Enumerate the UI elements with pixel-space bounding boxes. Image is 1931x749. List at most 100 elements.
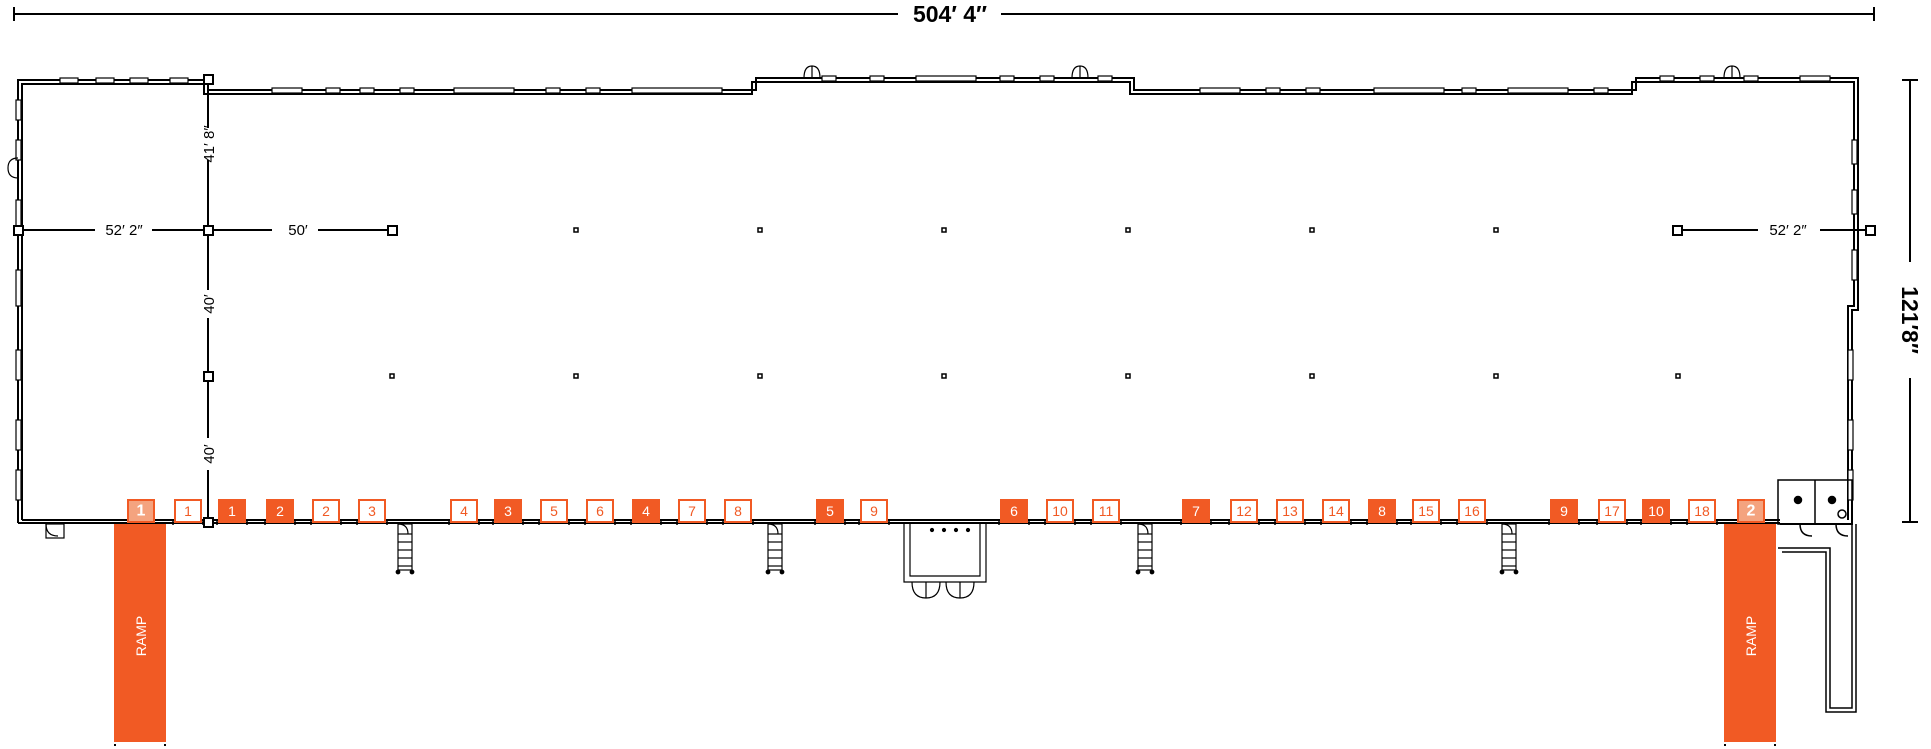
front-stairs	[395, 523, 1519, 575]
column-grid	[18, 80, 1870, 524]
stair-2	[765, 523, 785, 575]
dock-door-filled: 1	[216, 499, 248, 525]
bay-end-left-label: 52′ 2″	[105, 222, 143, 239]
dock-door-number: 6	[1010, 503, 1018, 519]
ramp-2-marker	[1737, 499, 1765, 523]
dock-door-jamb	[722, 520, 754, 525]
dock-door-jamb	[264, 520, 296, 525]
loading-doors: 1 1 2 2 3 4 3 5 6 4 7 8 5 9 6 10 11 7 12 13 14 8 15 16 9 17 10 18	[172, 499, 1718, 525]
dock-door-box	[450, 499, 478, 523]
dock-door-box	[1046, 499, 1074, 523]
dock-door-number: 3	[368, 503, 376, 519]
dock-door-number: 6	[596, 503, 604, 519]
dock-door-number: 3	[504, 503, 512, 519]
dock-door-outline: 15	[1410, 499, 1442, 525]
dock-door-outline: 7	[676, 499, 708, 525]
dock-door-box	[1688, 499, 1716, 523]
dock-door-box	[724, 499, 752, 523]
dock-door-jamb	[1044, 520, 1076, 525]
dock-door-jamb	[1548, 520, 1580, 525]
dock-door-outline: 5	[538, 499, 570, 525]
dock-door-filled: 10	[1640, 499, 1672, 525]
dock-door-jamb	[676, 520, 708, 525]
dock-door-box	[494, 499, 522, 523]
dock-door-box	[1230, 499, 1258, 523]
bay-end-right-label: 52′ 2″	[1769, 222, 1807, 239]
dock-door-number: 18	[1694, 503, 1710, 519]
dock-door-box	[266, 499, 294, 523]
front-entrance	[903, 524, 987, 599]
dock-door-number: 10	[1648, 503, 1664, 519]
top-doors	[803, 65, 1741, 79]
dock-door-jamb	[310, 520, 342, 525]
dock-door-number: 14	[1328, 503, 1344, 519]
dock-door-jamb	[630, 520, 662, 525]
dock-door-jamb	[216, 520, 248, 525]
dock-door-number: 4	[460, 503, 468, 519]
dock-door-number: 10	[1052, 503, 1068, 519]
dock-door-box	[860, 499, 888, 523]
dock-door-number: 8	[734, 503, 742, 519]
dock-door-box	[1642, 499, 1670, 523]
ramp-1-label: RAMP	[133, 616, 149, 656]
dock-door-filled: 2	[264, 499, 296, 525]
dock-door-box	[1368, 499, 1396, 523]
dock-door-filled: 3	[492, 499, 524, 525]
dock-door-number: 1	[228, 503, 236, 519]
depth-middle-label: 40′	[201, 294, 218, 314]
dock-door-box	[1322, 499, 1350, 523]
dock-door-jamb	[448, 520, 480, 525]
dock-door-box	[1276, 499, 1304, 523]
dock-door-filled: 6	[998, 499, 1030, 525]
dock-door-box	[218, 499, 246, 523]
dock-door-jamb	[172, 520, 204, 525]
dock-door-box	[358, 499, 386, 523]
ramp-2-number: 2	[1747, 503, 1756, 520]
dock-door-box	[1550, 499, 1578, 523]
ramp-2-label: RAMP	[1743, 616, 1759, 656]
stair-4	[1499, 523, 1519, 575]
dock-door-filled: 9	[1548, 499, 1580, 525]
dock-door-outline: 16	[1456, 499, 1488, 525]
left-wall-windows	[7, 99, 1858, 501]
top-wall-windows	[59, 75, 1831, 94]
dock-door-jamb	[814, 520, 846, 525]
dock-door-jamb	[1596, 520, 1628, 525]
dock-door-filled: 8	[1366, 499, 1398, 525]
dock-door-box	[586, 499, 614, 523]
left-service-door	[45, 523, 65, 539]
dock-door-box	[540, 499, 568, 523]
dock-door-outline: 14	[1320, 499, 1352, 525]
dock-door-outline: 12	[1228, 499, 1260, 525]
dock-door-outline: 6	[584, 499, 616, 525]
dock-door-box	[1182, 499, 1210, 523]
dock-door-number: 7	[688, 503, 696, 519]
dock-door-number: 9	[1560, 503, 1568, 519]
dock-door-jamb	[998, 520, 1030, 525]
stair-1	[395, 523, 415, 575]
dock-door-jamb	[1410, 520, 1442, 525]
dock-door-number: 11	[1099, 503, 1114, 519]
dock-door-outline: 1	[172, 499, 204, 525]
depth-bottom-label: 40′	[201, 444, 218, 464]
dock-door-number: 2	[322, 503, 330, 519]
dock-door-filled: 5	[814, 499, 846, 525]
stair-3	[1135, 523, 1155, 575]
building-outline	[17, 77, 1859, 525]
dock-door-jamb	[1090, 520, 1122, 525]
width-dimension	[13, 7, 1875, 21]
ramp-1-body	[114, 524, 166, 742]
dock-door-jamb	[584, 520, 616, 525]
dock-door-box	[1458, 499, 1486, 523]
dock-door-outline: 9	[858, 499, 890, 525]
dock-door-jamb	[1228, 520, 1260, 525]
dock-door-number: 15	[1418, 503, 1434, 519]
dock-door-outline: 3	[356, 499, 388, 525]
width-dimension-label: 504′ 4″	[913, 1, 987, 27]
dock-door-jamb	[356, 520, 388, 525]
dock-door-jamb	[1320, 520, 1352, 525]
dock-door-number: 2	[276, 503, 284, 519]
dock-door-jamb	[492, 520, 524, 525]
dock-door-outline: 11	[1090, 499, 1122, 525]
dock-door-number: 7	[1192, 503, 1200, 519]
